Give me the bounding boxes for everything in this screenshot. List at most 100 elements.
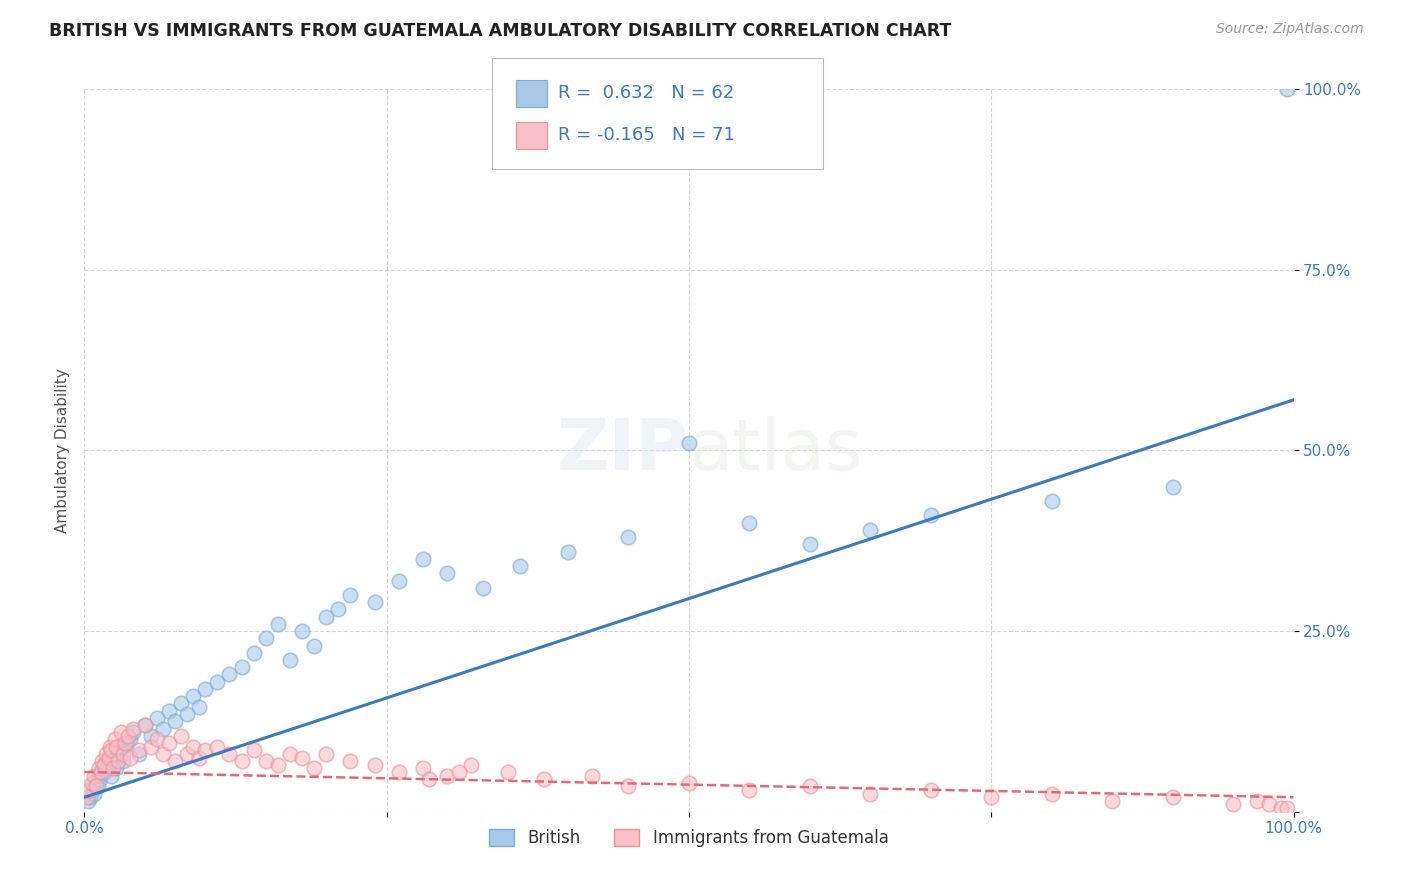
Point [117,729,139,743]
Point [97,757,120,772]
Point [181,739,204,754]
Point [617,780,640,794]
Point [617,530,640,544]
Point [77,783,100,797]
Point [128,743,150,757]
Point [79,790,101,805]
Point [112,747,135,761]
Text: atlas: atlas [689,416,863,485]
Point [76,790,98,805]
Point [90,764,112,779]
Point [83,787,105,801]
Point [165,754,187,768]
Point [157,704,180,718]
Point [1222,797,1244,812]
Point [738,516,761,530]
Point [254,754,277,768]
Point [1277,801,1299,815]
Text: BRITISH VS IMMIGRANTS FROM GUATEMALA AMBULATORY DISABILITY CORRELATION CHART: BRITISH VS IMMIGRANTS FROM GUATEMALA AMB… [49,22,952,40]
Point [218,747,240,761]
Point [678,776,700,790]
Point [980,790,1002,805]
Point [533,772,555,787]
Point [557,544,579,558]
Point [291,750,314,764]
Point [101,750,124,764]
Text: Source: ZipAtlas.com: Source: ZipAtlas.com [1216,22,1364,37]
Point [738,783,761,797]
Point [242,743,264,757]
Point [104,732,127,747]
Y-axis label: Ambulatory Disability: Ambulatory Disability [55,368,70,533]
Point [91,754,114,768]
Point [920,508,942,523]
Point [110,743,132,757]
Point [1101,794,1123,808]
Point [103,761,125,775]
Point [80,776,103,790]
Point [107,739,129,754]
Point [412,761,434,775]
Point [104,761,127,775]
Point [97,750,120,764]
Point [104,747,127,761]
Point [472,581,495,595]
Point [104,739,127,754]
Point [267,616,290,631]
Point [121,722,143,736]
Point [181,689,204,703]
Text: R =  0.632   N = 62: R = 0.632 N = 62 [558,84,734,102]
Point [412,551,434,566]
Point [94,754,117,768]
Text: R = -0.165   N = 71: R = -0.165 N = 71 [558,126,735,144]
Point [388,574,411,588]
Point [91,761,114,775]
Point [436,769,458,783]
Point [278,747,301,761]
Point [188,750,211,764]
Point [207,739,229,754]
Point [859,787,882,801]
Point [139,729,162,743]
Point [194,681,217,696]
Point [363,595,385,609]
Point [328,602,350,616]
Point [170,729,193,743]
Point [134,718,156,732]
Point [242,646,264,660]
Point [121,725,143,739]
Point [120,750,142,764]
Point [436,566,458,581]
Point [859,523,882,537]
Point [157,736,180,750]
Point [89,772,111,787]
Point [581,769,603,783]
Point [82,783,104,797]
Point [1246,794,1268,808]
Point [315,747,337,761]
Point [86,780,108,794]
Point [146,732,169,747]
Point [188,700,211,714]
Text: ZIP: ZIP [557,416,689,485]
Point [93,757,115,772]
Point [112,754,135,768]
Point [1270,801,1292,815]
Point [1277,82,1299,96]
Point [87,761,110,775]
Point [87,769,110,783]
Point [339,754,361,768]
Point [449,764,471,779]
Point [678,436,700,450]
Point [278,653,301,667]
Point [100,743,122,757]
Point [1161,480,1184,494]
Point [100,769,122,783]
Point [170,696,193,710]
Point [77,794,100,808]
Point [114,736,136,750]
Point [207,674,229,689]
Point [315,609,337,624]
Point [363,757,385,772]
Point [339,588,361,602]
